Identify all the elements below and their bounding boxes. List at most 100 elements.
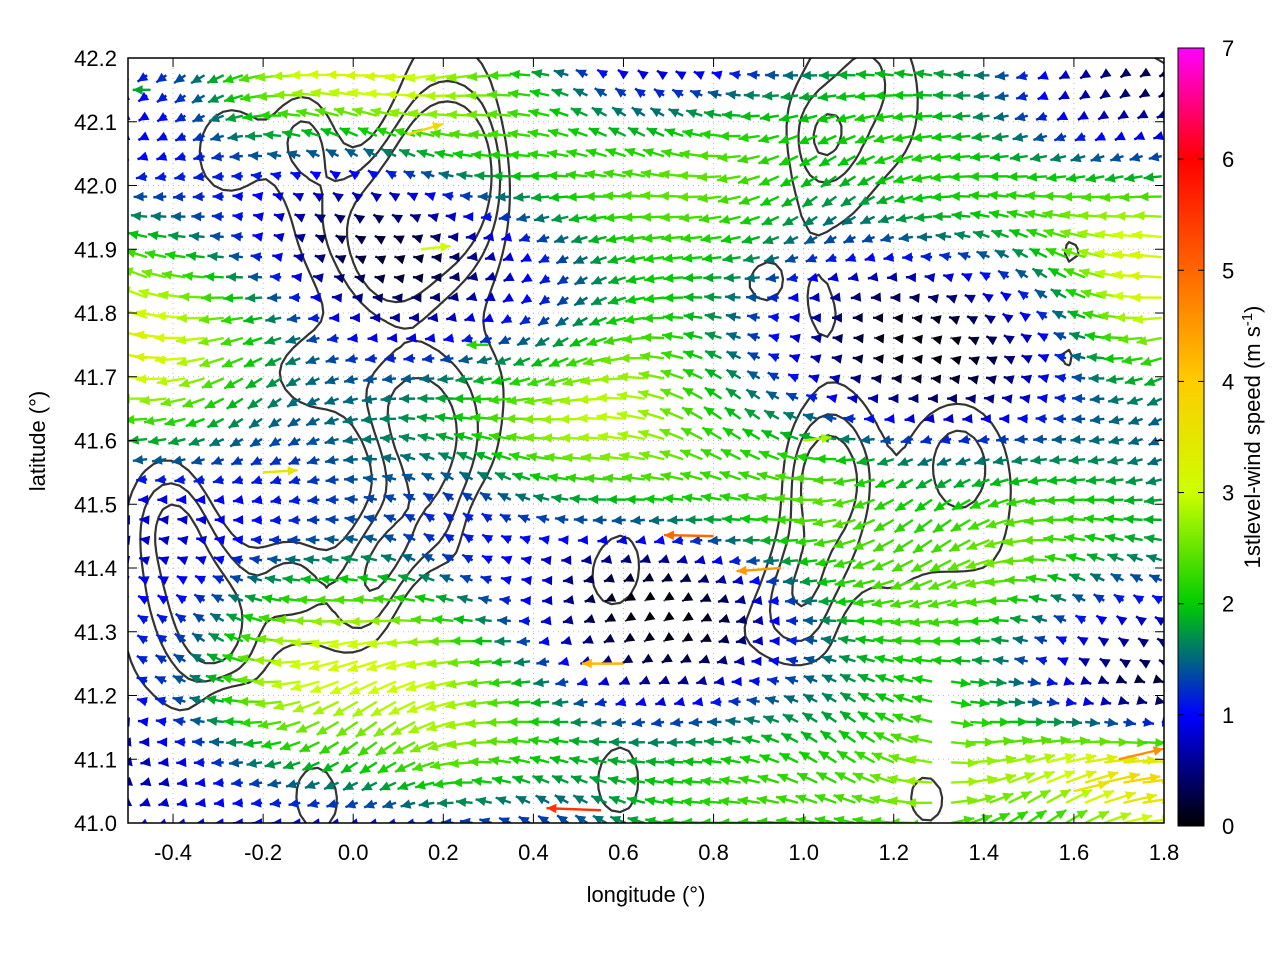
wind-vector: [251, 798, 263, 808]
wind-vector: [762, 235, 780, 245]
wind-vector: [1014, 655, 1028, 666]
wind-vector: [972, 111, 990, 122]
wind-vector: [1097, 636, 1110, 647]
wind-vector: [193, 475, 205, 485]
wind-vector: [892, 539, 914, 554]
wind-vector: [437, 374, 454, 384]
wind-vector: [211, 151, 224, 162]
wind-vector: [259, 110, 282, 121]
wind-vector: [890, 617, 913, 627]
wind-vector: [1115, 614, 1128, 626]
wind-vector: [423, 532, 435, 543]
wind-vector: [1114, 131, 1126, 142]
wind-vector: [677, 192, 703, 202]
wind-vector: [905, 755, 933, 765]
wind-vector: [411, 761, 435, 772]
wind-vector: [739, 448, 761, 461]
wind-vector: [1054, 393, 1067, 404]
wind-vector: [1151, 594, 1164, 605]
wind-vector: [491, 775, 512, 785]
wind-vector: [891, 374, 902, 384]
wind-vector: [967, 518, 990, 531]
wind-vector: [548, 357, 569, 368]
wind-vector: [1033, 132, 1048, 142]
x-tick-label: 1.6: [1059, 840, 1090, 865]
wind-vector: [171, 455, 186, 465]
wind-vector: [703, 406, 723, 420]
wind-vector: [264, 574, 282, 585]
wind-vector: [366, 660, 397, 672]
wind-vector: [435, 432, 454, 442]
wind-vector: [719, 492, 741, 503]
wind-vector: [154, 355, 186, 365]
wind-vector: [930, 636, 952, 646]
wind-vector: [445, 312, 457, 322]
wind-vector: [1021, 354, 1033, 364]
wind-vector: [534, 794, 550, 805]
wind-vector: [734, 656, 745, 666]
wind-vector: [618, 676, 631, 686]
wind-vector: [1007, 810, 1029, 823]
wind-vector: [787, 373, 800, 383]
wind-vector: [1158, 658, 1164, 667]
wind-vector: [538, 535, 550, 545]
wind-vector: [700, 612, 713, 623]
wind-vector: [986, 356, 998, 366]
wind-vector: [347, 333, 358, 343]
wind-vector: [228, 758, 243, 768]
wind-vector: [537, 814, 550, 823]
wind-vector: [659, 212, 684, 223]
wind-vector: [292, 192, 305, 202]
wind-vector: [208, 632, 225, 643]
wind-vector: [141, 818, 148, 823]
wind-vector: [321, 761, 340, 773]
wind-vector: [551, 88, 569, 98]
wind-vector: [1113, 593, 1125, 604]
wind-vector: [529, 88, 550, 98]
wind-vector: [1037, 393, 1048, 404]
wind-vector: [159, 818, 167, 823]
wind-vector: [625, 494, 645, 505]
wind-vector: [928, 617, 952, 628]
wind-vector: [971, 478, 990, 488]
wind-vector: [707, 717, 722, 727]
wind-vector: [1137, 637, 1149, 648]
colorbar-tick-label: 6: [1222, 147, 1234, 172]
wind-vector: [799, 576, 818, 586]
wind-vector: [872, 616, 894, 627]
wind-vector: [699, 593, 712, 603]
wind-vector: [1090, 153, 1105, 163]
wind-vector: [442, 191, 454, 201]
wind-vector: [955, 456, 971, 466]
wind-vector: [761, 215, 780, 226]
wind-vector: [232, 818, 243, 823]
wind-vector: [893, 354, 904, 364]
wind-vector: [406, 333, 417, 343]
wind-vector: [350, 818, 358, 823]
wind-vector: [948, 617, 971, 627]
wind-vector: [154, 696, 167, 706]
wind-vector: [1045, 247, 1067, 259]
wind-vector: [911, 153, 933, 163]
wind-vector: [344, 799, 359, 809]
wind-vector: [604, 592, 617, 603]
wind-vector: [640, 169, 665, 179]
wind-vector: [466, 340, 489, 350]
wind-vector: [305, 416, 320, 427]
wind-vector: [293, 253, 305, 263]
wind-vector: [1054, 373, 1067, 383]
wind-vector: [1142, 717, 1155, 727]
wind-vector: [855, 155, 876, 166]
wind-vector: [352, 293, 363, 303]
wind-vector: [324, 455, 339, 465]
wind-vector: [331, 293, 343, 303]
wind-vector: [621, 190, 645, 201]
wind-vector: [1065, 173, 1086, 183]
wind-vector: [970, 794, 996, 804]
wind-vector: [1133, 131, 1146, 141]
wind-vector: [780, 556, 799, 566]
wind-vector: [638, 370, 665, 380]
wind-vector: [1147, 456, 1163, 466]
wind-vector: [363, 799, 378, 809]
wind-vector: [231, 475, 244, 485]
